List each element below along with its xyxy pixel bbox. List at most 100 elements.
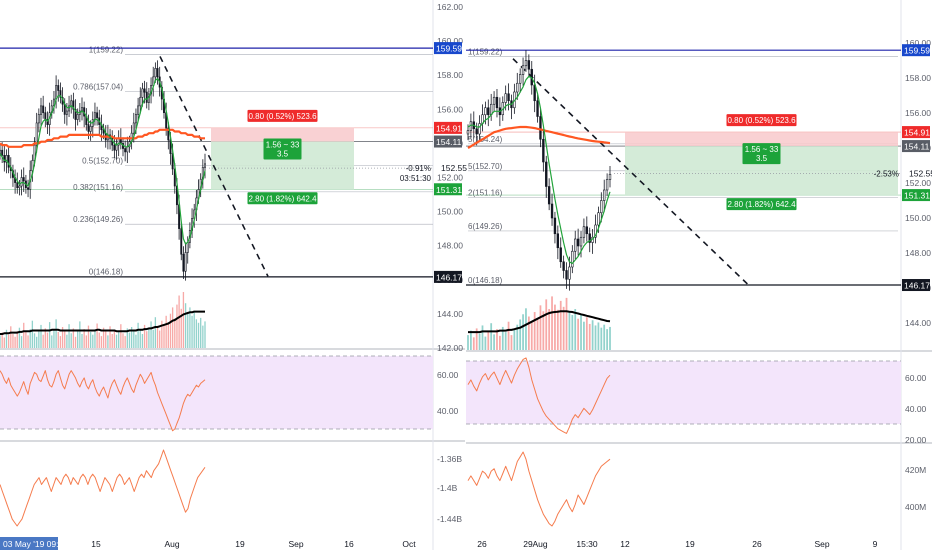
p2-volume-bar-27	[545, 299, 548, 350]
p1-price-tag-3-bg	[434, 183, 462, 196]
p1-volume-bar-79	[169, 313, 172, 348]
p2-ma-fast-line	[467, 75, 611, 265]
p1-price-tag-2: 154.11	[434, 135, 462, 148]
p1-volume-bar-24	[51, 335, 53, 348]
p1-volume-bar-35	[74, 336, 77, 348]
p1-volume-bar-12	[25, 331, 27, 348]
p2-volume-bar-29	[551, 296, 553, 350]
p1-volume-bar-33	[70, 333, 72, 348]
p2-candle-body-42	[588, 233, 591, 243]
p1-stop-label-bg	[247, 109, 318, 122]
p2-ratio-label-bg	[742, 143, 781, 165]
p1-candle-body-62	[132, 122, 135, 134]
p1-rsi-tick-1: 40.00	[437, 406, 459, 416]
p1-volume-bar-38	[81, 334, 83, 348]
p1-candle-body-42	[89, 126, 92, 132]
p2-volume-bar-47	[603, 324, 606, 350]
p2-candle-body-20	[524, 60, 528, 67]
p2-candle-body-21	[527, 60, 531, 70]
p2-target-label-bg	[726, 198, 797, 211]
p1-y-tick-5: 152.00	[437, 173, 463, 183]
p1-candle-body-1	[1, 149, 4, 156]
p1-ratio-label-bg	[263, 138, 302, 160]
p1-volume-bar-43	[92, 334, 94, 348]
p1-ratio-label-1: 1.56 ~ 33	[266, 141, 300, 150]
p2-volume-bar-18	[519, 319, 522, 350]
p1-y-tick-7: 148.00	[437, 241, 463, 251]
p1-volume-bar-64	[137, 322, 139, 348]
p1-rsi-band	[0, 356, 433, 429]
p2-ratio-label-2: 3.5	[756, 154, 768, 163]
p1-obv-tick-1: -1.4B	[437, 483, 458, 493]
p2-candle-body-4	[478, 123, 481, 135]
p1-x-tick-0-text: 03 May '19 09:30	[3, 539, 68, 549]
p1-price-tag-4: 146.17	[434, 270, 462, 283]
p1-y-tick-1: 160.00	[437, 36, 463, 46]
p1-volume-bar-58	[124, 336, 126, 348]
p2-price-tag-0: 159.59	[902, 44, 930, 57]
p1-candle-body-36	[76, 114, 79, 120]
p1-volume-bar-4	[7, 334, 10, 348]
p1-volume-bar-46	[98, 332, 100, 348]
p1-candle-body-78	[167, 127, 170, 141]
p2-x-tick-2: Aug	[532, 539, 547, 549]
p2-candle-body-13	[504, 93, 507, 103]
p2-volume-bar-28	[548, 309, 551, 350]
p1-rsi-tick-0: 60.00	[437, 370, 459, 380]
p2-fib-label-4: 6(149.26)	[468, 222, 503, 231]
p2-y-tick-1: 158.00	[905, 73, 931, 83]
p1-price-tag-0: 159.59	[434, 42, 462, 55]
p2-volume-bar-19	[522, 314, 524, 350]
p2-x-tick-3: 15:30	[576, 539, 598, 549]
p1-candle-body-34	[72, 100, 75, 110]
p1-price-tag-1-bg	[434, 121, 462, 134]
p2-x-tick-4: 12	[620, 539, 630, 549]
p1-volume-bar-77	[165, 315, 167, 348]
p1-volume-bar-9	[18, 327, 21, 348]
p1-volume-ma-line	[0, 310, 205, 335]
p2-candle-body-6	[484, 107, 487, 116]
p1-y-tick-0: 162.00	[437, 2, 463, 12]
p2-rsi-tick-1: 40.00	[905, 404, 927, 414]
p1-x-tick-2: Aug	[164, 539, 179, 549]
p1-price-tag-2-text: 154.11	[436, 137, 462, 147]
p1-candle-body-65	[139, 97, 142, 107]
p1-candle-body-67	[143, 88, 146, 93]
p2-target-label: 2.80 (1.82%) 642.4	[726, 198, 797, 211]
p1-volume-bar-74	[159, 330, 161, 348]
p1-candle-body-59	[126, 146, 129, 153]
p1-candle-body-20	[42, 105, 45, 114]
p1-candle-body-27	[57, 85, 60, 91]
p2-y-tick-8: 144.00	[905, 318, 931, 328]
p1-target-label-text: 2.80 (1.82%) 642.4	[248, 194, 317, 203]
p2-volume-bar-2	[472, 337, 475, 350]
p2-rsi-band	[466, 361, 901, 424]
p2-price-tag-1: 154.91	[902, 126, 930, 139]
p2-candle-body-19	[521, 65, 525, 75]
p1-volume-bar-63	[135, 334, 137, 348]
p1-countdown-label: 03:51:30	[400, 174, 432, 183]
p1-candle-body-8	[16, 182, 19, 189]
p2-volume-bar-15	[510, 335, 513, 350]
p2-volume-bar-14	[507, 321, 510, 350]
p2-volume-bar-11	[498, 335, 501, 350]
p2-volume-bar-38	[577, 318, 580, 350]
p1-volume-bar-56	[120, 324, 122, 348]
p2-volume-bar-45	[597, 322, 600, 350]
p1-candle-body-54	[115, 144, 118, 151]
p1-price-tag-0-text: 159.59	[436, 44, 462, 54]
p2-volume-bar-31	[556, 309, 559, 350]
p1-fib-label-2: 0.5(152.70)	[82, 157, 123, 166]
p2-volume-bar-44	[594, 325, 597, 350]
p1-candle-body-21	[44, 112, 47, 120]
p1-candle-body-22	[46, 119, 49, 125]
p1-volume-bar-92	[197, 322, 200, 348]
p1-price-tag-1-text: 154.91	[436, 123, 462, 133]
p1-candle-body-28	[59, 90, 62, 98]
p1-volume-bar-81	[174, 318, 176, 348]
p1-volume-bar-90	[193, 310, 195, 348]
p1-volume-bar-80	[171, 307, 174, 348]
p2-candle-body-39	[579, 236, 583, 247]
p2-candle-body-14	[507, 93, 510, 102]
